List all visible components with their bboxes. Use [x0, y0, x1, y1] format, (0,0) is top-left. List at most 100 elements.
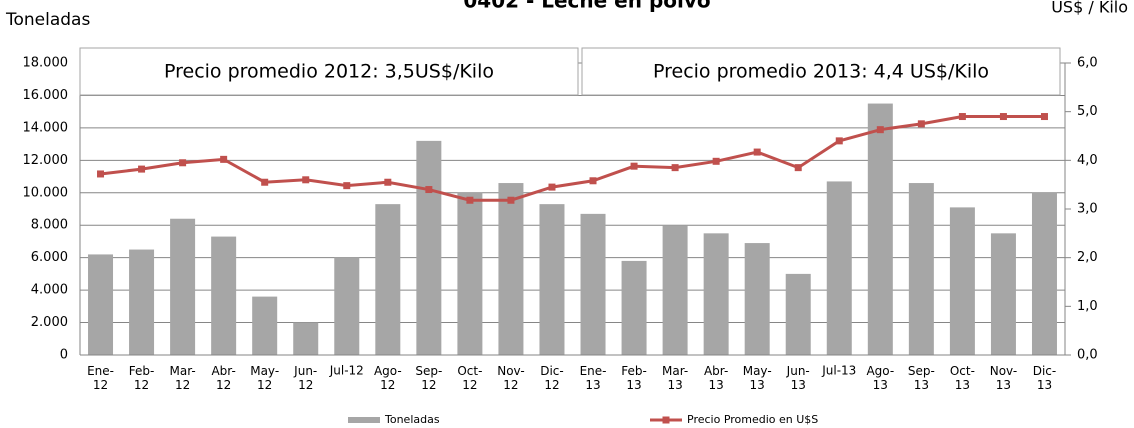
bar — [744, 243, 770, 355]
line-marker — [384, 178, 392, 186]
y-tick-label: 2.000 — [31, 315, 68, 330]
bar — [129, 249, 155, 355]
line — [100, 115, 1045, 202]
y-tick-label: 6.000 — [31, 250, 68, 265]
x-tick-label: Ene-13 — [580, 364, 607, 392]
line-marker — [302, 176, 310, 184]
x-tick-label: Abr-12 — [211, 364, 235, 392]
bar — [416, 140, 442, 355]
bar — [498, 183, 524, 355]
x-tick-label: Dic-12 — [540, 364, 564, 392]
x-tick-label: Ene-12 — [87, 364, 114, 392]
x-tick-label: Mar-13 — [662, 364, 688, 392]
y2-tick-label: 1,0 — [1077, 299, 1098, 314]
x-tick-label: Feb-13 — [621, 364, 647, 392]
y-tick-label: 4.000 — [31, 283, 68, 298]
line-marker — [97, 170, 105, 178]
line-marker — [425, 186, 433, 194]
x-tick-label: Jul-13 — [821, 364, 856, 378]
x-tick-label: Jul-12 — [329, 364, 364, 378]
bar — [539, 204, 565, 355]
legend-swatch — [662, 416, 670, 424]
bar — [580, 213, 606, 355]
bar — [211, 236, 237, 355]
y2-tick-label: 6,0 — [1077, 56, 1098, 71]
chart-title: 0402 - Leche en polvo — [463, 0, 710, 13]
line-marker — [589, 177, 597, 185]
bar — [252, 296, 278, 355]
bar — [293, 322, 319, 355]
x-tick-label: Sep-13 — [908, 364, 935, 392]
y2-axis-label: US$ / Kilo — [1051, 0, 1128, 17]
legend-label: Toneladas — [384, 413, 440, 426]
y2-tick-label: 0,0 — [1077, 348, 1098, 363]
x-tick-label: Oct-13 — [950, 364, 975, 392]
y-tick-label: 0 — [60, 348, 68, 363]
x-tick-label: Dic-13 — [1033, 364, 1057, 392]
y-tick-label: 10.000 — [23, 185, 69, 200]
annotation: Precio promedio 2012: 3,5US$/Kilo — [164, 61, 494, 83]
line-marker — [466, 196, 474, 204]
x-tick-label: Ago-12 — [374, 364, 402, 392]
y2-tick-label: 4,0 — [1077, 153, 1098, 168]
x-tick-label: May-12 — [250, 364, 279, 392]
y2-tick-label: 2,0 — [1077, 250, 1098, 265]
legend-swatch — [348, 417, 380, 423]
y2-tick-label: 5,0 — [1077, 104, 1098, 119]
bar — [703, 233, 729, 355]
bar — [375, 204, 401, 355]
y-tick-label: 16.000 — [23, 88, 69, 103]
bar — [170, 218, 196, 355]
y2-tick-label: 3,0 — [1077, 202, 1098, 217]
line-marker — [138, 165, 146, 173]
x-tick-label: Mar-12 — [170, 364, 196, 392]
legend-label: Precio Promedio en U$S — [687, 413, 818, 426]
line-marker — [958, 113, 966, 121]
line-marker — [794, 164, 802, 172]
line-marker — [179, 159, 187, 167]
bar — [88, 254, 114, 355]
bar — [826, 181, 852, 355]
line-marker — [548, 183, 556, 191]
y-axis-label: Toneladas — [5, 10, 90, 30]
bar — [662, 225, 688, 355]
x-tick-label: Oct-12 — [457, 364, 482, 392]
annotation-box — [79, 47, 579, 96]
bar — [457, 192, 483, 355]
line-marker — [999, 113, 1007, 121]
line-marker — [261, 178, 269, 186]
x-tick-label: Ago-13 — [866, 364, 894, 392]
line-marker — [835, 137, 843, 145]
x-tick-label: Jun-12 — [293, 364, 317, 392]
line-marker — [671, 164, 679, 172]
bar — [990, 233, 1016, 355]
bar — [334, 257, 360, 355]
bar — [908, 183, 934, 355]
line-marker — [220, 155, 228, 163]
line-marker — [630, 162, 638, 170]
bar — [785, 273, 811, 355]
x-tick-label: May-13 — [743, 364, 772, 392]
x-tick-label: Feb-12 — [129, 364, 155, 392]
bar — [1031, 192, 1057, 355]
x-tick-label: Abr-13 — [704, 364, 728, 392]
annotation-box — [581, 47, 1061, 96]
line-marker — [753, 148, 761, 156]
x-tick-label: Nov-12 — [497, 364, 524, 392]
y-tick-label: 12.000 — [23, 153, 69, 168]
line-marker — [917, 120, 925, 128]
bar — [621, 260, 647, 355]
bar — [949, 207, 975, 355]
y-tick-label: 14.000 — [23, 120, 69, 135]
y-tick-label: 8.000 — [31, 218, 68, 233]
y-tick-label: 18.000 — [23, 56, 69, 71]
x-tick-label: Sep-12 — [415, 364, 442, 392]
line-marker — [876, 126, 884, 134]
annotation: Precio promedio 2013: 4,4 US$/Kilo — [653, 61, 989, 83]
x-tick-label: Jun-13 — [786, 364, 810, 392]
line-marker — [1040, 113, 1048, 121]
line-marker — [507, 196, 515, 204]
bar — [867, 103, 893, 355]
line-marker — [343, 182, 351, 190]
